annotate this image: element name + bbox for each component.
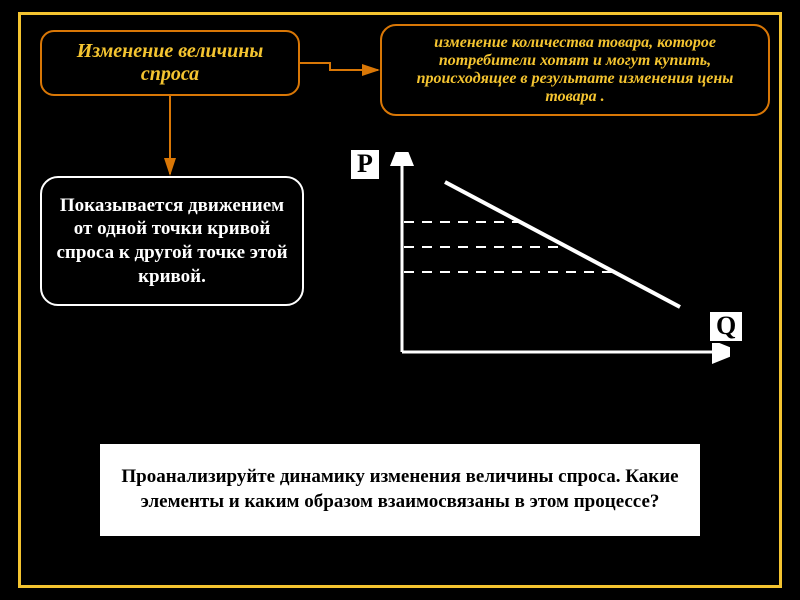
explanation-box: Показывается движением от одной точки кр…: [40, 176, 304, 306]
x-axis-label: Q: [708, 310, 744, 343]
demand-curve: [445, 182, 680, 307]
y-axis-label: P: [349, 148, 381, 181]
title-text: Изменение величины спроса: [52, 40, 288, 86]
explanation-text: Показывается движением от одной точки кр…: [52, 194, 292, 289]
question-text: Проанализируйте динамику изменения велич…: [112, 465, 688, 514]
demand-chart: [390, 152, 730, 372]
question-box: Проанализируйте динамику изменения велич…: [100, 444, 700, 536]
definition-text: изменение количества товара, которое пот…: [392, 34, 758, 106]
title-box: Изменение величины спроса: [40, 30, 300, 96]
definition-box: изменение количества товара, которое пот…: [380, 24, 770, 116]
